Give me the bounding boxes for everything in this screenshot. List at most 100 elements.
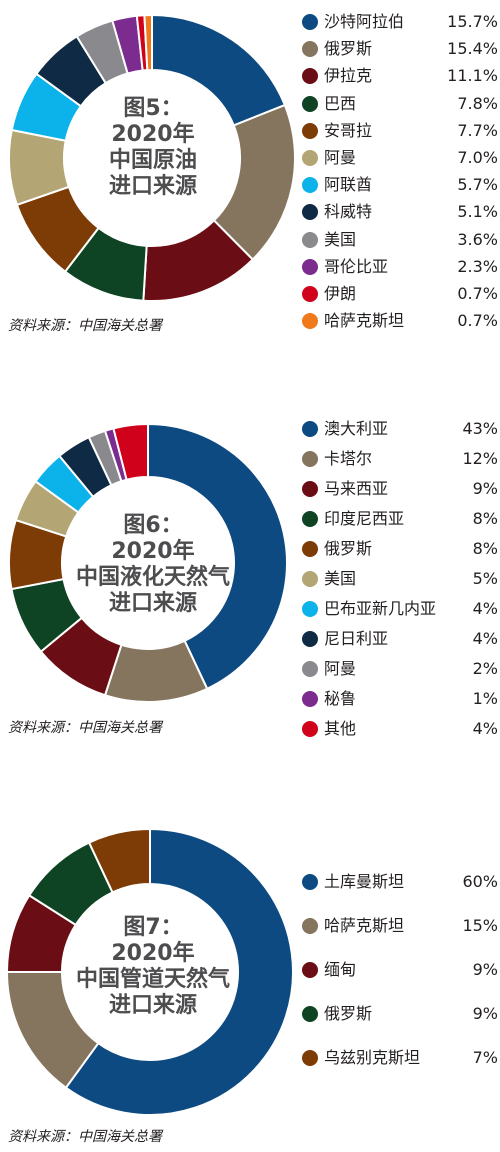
legend-value: 9% [472, 1004, 498, 1023]
legend-swatch [302, 571, 318, 587]
legend-item: 缅甸 9% [300, 958, 498, 982]
title-line: 图5： [123, 96, 183, 121]
legend-swatch [302, 631, 318, 647]
donut-chart-lng [8, 422, 288, 703]
legend-value: 9% [472, 479, 498, 498]
title-line: 2020年 [111, 122, 195, 147]
legend-swatch [302, 661, 318, 677]
legend-swatch [302, 721, 318, 737]
legend-label: 卡塔尔 [324, 449, 373, 468]
legend-label: 阿曼 [324, 659, 357, 678]
legend-label: 俄罗斯 [324, 539, 373, 558]
legend-label: 马来西亚 [324, 479, 389, 498]
legend-item: 秘鲁 1% [300, 687, 498, 711]
legend-value: 0.7% [457, 284, 498, 303]
legend-item: 俄罗斯 9% [300, 1002, 498, 1026]
legend-item: 澳大利亚 43% [300, 417, 498, 441]
legend-value: 5.1% [457, 202, 498, 222]
legend-swatch [302, 1006, 318, 1022]
legend-swatch [302, 204, 318, 221]
title-line: 图6： [123, 513, 183, 538]
legend-label: 阿曼 [324, 148, 357, 167]
legend-swatch [302, 14, 318, 30]
legend-label: 其他 [324, 719, 357, 738]
title-line: 中国液化天然气 [75, 565, 230, 590]
donut-chart-oil [8, 13, 296, 302]
legend-swatch [302, 511, 318, 527]
chart-title-lng: 图6： 2020年 中国液化天然气 进口来源 [58, 513, 248, 617]
legend-label: 沙特阿拉伯 [324, 12, 405, 31]
legend-item: 美国 3.6% [300, 228, 498, 252]
title-line: 图7： [123, 915, 183, 940]
legend-value: 2% [472, 659, 498, 678]
chart-title-pipeline: 图7： 2020年 中国管道天然气 进口来源 [58, 915, 248, 1019]
legend-swatch [302, 451, 318, 467]
legend-label: 缅甸 [324, 960, 357, 979]
legend-swatch [302, 41, 318, 58]
legend-swatch [302, 481, 318, 497]
legend-swatch [302, 231, 318, 248]
legend-swatch [302, 874, 318, 890]
legend-swatch [302, 177, 318, 194]
legend-label: 秘鲁 [324, 689, 357, 708]
legend-value: 9% [472, 960, 498, 979]
legend-value: 0.7% [457, 311, 498, 331]
legend-item: 哈萨克斯坦 0.7% [300, 309, 498, 333]
legend-value: 12% [462, 449, 498, 468]
legend-label: 尼日利亚 [324, 629, 389, 648]
title-line: 2020年 [111, 941, 195, 966]
legend-item: 巴布亚新几内亚 4% [300, 597, 498, 621]
source-note-lng: 资料来源：中国海关总署 [8, 720, 162, 736]
legend-label: 阿联酋 [324, 175, 373, 195]
chart-panel-pipeline: 图7： 2020年 中国管道天然气 进口来源 土库曼斯坦 60% 哈萨克斯坦 15% 缅… [0, 812, 500, 1152]
slice-1 [64, 827, 294, 1116]
legend-swatch [302, 68, 318, 85]
legend-label: 伊拉克 [324, 66, 373, 86]
legend-lng: 澳大利亚 43% 卡塔尔 12% 马来西亚 9% 印度尼西亚 8% 俄罗斯 8% 美国 5% 巴布亚新几… [300, 405, 500, 745]
chart-panel-oil: 图5： 2020年 中国原油 进口来源 沙特阿拉伯 15.7% 俄罗斯 15.4% 伊拉… [0, 0, 500, 340]
legend-item: 俄罗斯 15.4% [300, 37, 498, 61]
legend-label: 乌兹别克斯坦 [324, 1048, 421, 1067]
source-note-oil: 资料来源：中国海关总署 [8, 318, 162, 334]
legend-swatch [302, 286, 318, 302]
legend-value: 8% [472, 539, 498, 558]
chart-panel-lng: 图6： 2020年 中国液化天然气 进口来源 澳大利亚 43% 卡塔尔 12% 马来西亚… [0, 405, 500, 745]
legend-value: 1% [472, 689, 498, 708]
legend-item: 美国 5% [300, 567, 498, 591]
legend-item: 阿曼 7.0% [300, 146, 498, 170]
legend-label: 伊朗 [324, 284, 357, 303]
title-line: 进口来源 [108, 591, 197, 616]
legend-value: 7% [472, 1048, 498, 1067]
legend-item: 伊朗 0.7% [300, 282, 498, 306]
legend-swatch [302, 1050, 318, 1066]
legend-item: 科威特 5.1% [300, 200, 498, 224]
legend-value: 7.8% [457, 93, 498, 113]
legend-value: 43% [462, 419, 498, 438]
slice-5 [87, 827, 151, 894]
legend-label: 安哥拉 [324, 120, 373, 140]
legend-item: 卡塔尔 12% [300, 447, 498, 471]
title-line: 中国管道天然气 [75, 967, 230, 992]
legend-item: 土库曼斯坦 60% [300, 870, 498, 894]
legend-item: 乌兹别克斯坦 7% [300, 1046, 498, 1070]
legend-item: 伊拉克 11.1% [300, 64, 498, 88]
legend-item: 安哥拉 7.7% [300, 119, 498, 143]
legend-item: 阿曼 2% [300, 657, 498, 681]
legend-swatch [302, 258, 318, 275]
legend-swatch [302, 691, 318, 707]
donut-chart-pipeline [5, 827, 294, 1116]
legend-value: 3.6% [457, 229, 498, 249]
legend-value: 2.3% [457, 256, 498, 276]
legend-item: 哈萨克斯坦 15% [300, 914, 498, 938]
legend-swatch [302, 95, 318, 112]
legend-value: 5% [472, 569, 498, 588]
legend-swatch [302, 601, 318, 617]
legend-item: 尼日利亚 4% [300, 627, 498, 651]
legend-label: 俄罗斯 [324, 39, 373, 59]
legend-pipeline: 土库曼斯坦 60% 哈萨克斯坦 15% 缅甸 9% 俄罗斯 9% 乌兹别克斯坦 7% [300, 812, 500, 1152]
legend-value: 15.4% [447, 39, 498, 59]
legend-value: 60% [462, 872, 498, 891]
legend-label: 哈萨克斯坦 [324, 916, 405, 935]
slice-11 [112, 422, 149, 481]
legend-item: 哥伦比亚 2.3% [300, 255, 498, 279]
